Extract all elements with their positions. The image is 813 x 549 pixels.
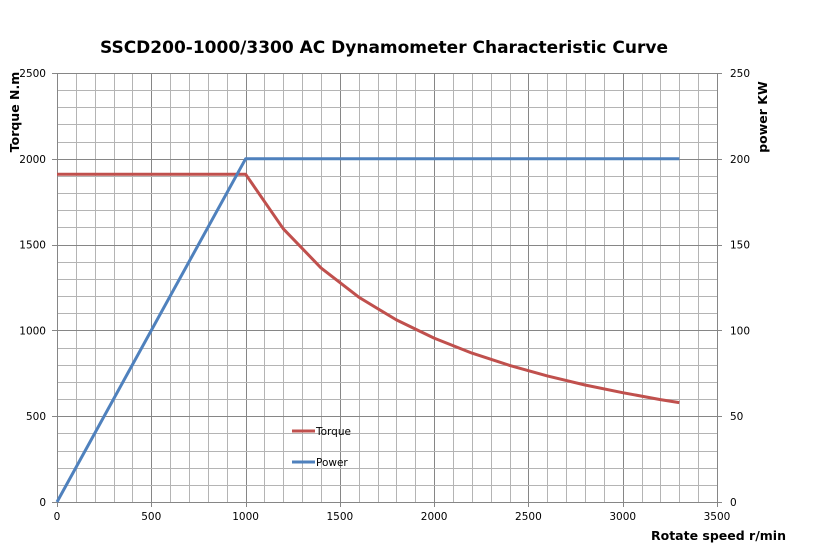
y2-tick-label: 0 <box>730 497 737 509</box>
y2-tick-label: 200 <box>730 154 750 166</box>
x-axis-title: Rotate speed r/min <box>651 528 786 543</box>
x-tick-label: 3500 <box>704 511 731 523</box>
y-tick-label: 2500 <box>19 68 46 80</box>
y-tick-label: 2000 <box>19 154 46 166</box>
x-tick-label: 0 <box>54 511 61 523</box>
x-tick-label: 1500 <box>326 511 353 523</box>
series-lines <box>55 157 680 503</box>
y2-axis-title: power KW <box>755 81 770 153</box>
tick-labels: 0 500 1000 1500 2000 2500 3000 3500050010001500… <box>19 68 750 523</box>
legend-label-torque: Torque <box>315 426 351 438</box>
x-tick-label: 1000 <box>232 511 259 523</box>
series-line-torque <box>57 172 680 405</box>
axes <box>52 73 722 507</box>
y-tick-label: 0 <box>39 497 46 509</box>
y-tick-label: 500 <box>26 411 46 423</box>
y-tick-label: 1000 <box>19 325 46 337</box>
y2-tick-label: 150 <box>730 240 750 252</box>
y2-tick-label: 100 <box>730 325 750 337</box>
legend-label-power: Power <box>316 457 348 469</box>
x-tick-label: 2500 <box>515 511 542 523</box>
y-tick-label: 1500 <box>19 240 46 252</box>
legend: Torque Power <box>292 426 351 469</box>
chart-title: SSCD200-1000/3300 AC Dynamometer Charact… <box>100 38 668 58</box>
x-tick-label: 3000 <box>609 511 636 523</box>
y2-tick-label: 50 <box>730 411 743 423</box>
x-tick-label: 500 <box>141 511 161 523</box>
y-axis-title: Torque N.m <box>7 72 22 153</box>
series-line-power <box>55 157 680 503</box>
x-tick-label: 2000 <box>421 511 448 523</box>
y2-tick-label: 250 <box>730 68 750 80</box>
grid <box>57 73 718 503</box>
